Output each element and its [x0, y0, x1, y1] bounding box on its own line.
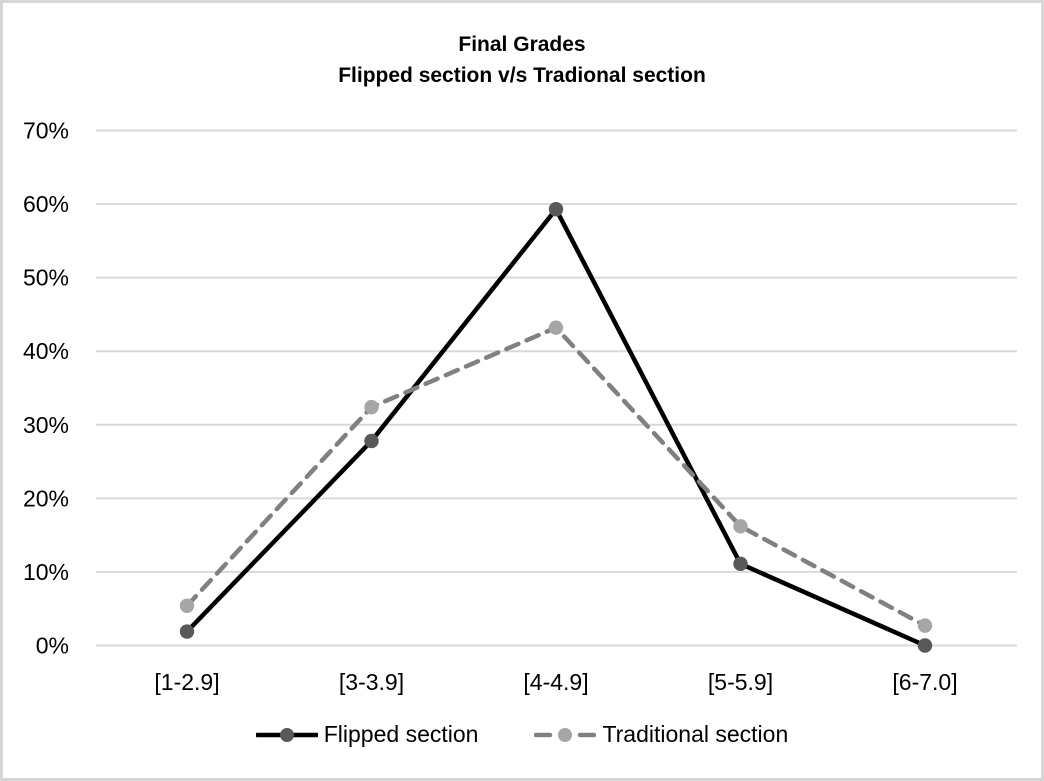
y-tick-label: 20% — [23, 485, 69, 511]
chart-title-line1: Final Grades — [458, 33, 586, 56]
y-tick-label: 50% — [23, 265, 69, 291]
legend: Flipped section Traditional section — [3, 721, 1041, 748]
legend-item-flipped-section[interactable]: Flipped section — [255, 721, 479, 748]
y-tick-label: 70% — [23, 118, 69, 144]
series-line-traditional — [184, 325, 928, 628]
data-point-marker — [733, 519, 748, 534]
x-tick-label: [1-2.9] — [154, 669, 219, 695]
data-point-marker — [364, 433, 379, 449]
data-point-marker — [917, 618, 933, 633]
legend-item-traditional-section[interactable]: Traditional section — [534, 721, 788, 748]
legend-label-traditional-section: Traditional section — [602, 721, 789, 747]
series-line-flipped — [184, 206, 928, 648]
legend-sample-traditional-line-icon — [534, 727, 597, 742]
y-tick-label: 10% — [23, 559, 69, 585]
y-tick-label: 30% — [23, 412, 69, 438]
legend-sample-flipped-line-icon — [255, 727, 318, 742]
data-point-marker — [179, 624, 195, 639]
chart-title-line2: Flipped section v/s Tradional section — [338, 64, 706, 87]
data-point-marker — [917, 638, 933, 653]
x-tick-label: [4-4.9] — [523, 669, 588, 695]
x-tick-label: [3-3.9] — [339, 669, 404, 695]
data-point-marker — [733, 556, 748, 572]
data-point-marker — [548, 320, 564, 335]
data-point-marker — [364, 399, 379, 415]
data-point-marker — [179, 598, 195, 613]
legend-label-flipped-section: Flipped section — [323, 721, 479, 747]
x-tick-label: [5-5.9] — [708, 669, 773, 695]
y-tick-label: 60% — [23, 191, 69, 217]
y-tick-label: 0% — [36, 633, 69, 659]
chart-title: Final Grades Flipped section v/s Tradion… — [3, 29, 1041, 91]
plot-area: 0% 10% 20% 30% 40% 50% 60% 70% [1-2.9] [3-3.9] [4-… — [23, 118, 1017, 695]
x-tick-label: [6-7.0] — [892, 669, 957, 695]
data-point-marker — [548, 202, 564, 217]
y-tick-label: 40% — [23, 338, 69, 364]
